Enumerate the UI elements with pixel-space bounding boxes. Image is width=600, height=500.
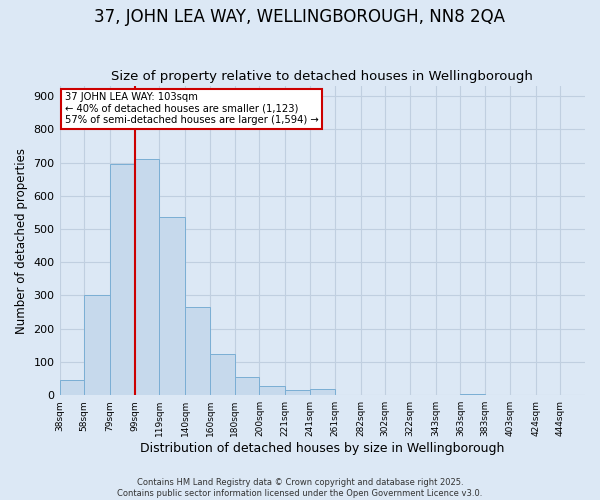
Bar xyxy=(160,218,185,395)
Bar xyxy=(185,307,210,395)
Bar xyxy=(135,159,160,395)
Bar xyxy=(560,394,585,395)
Bar xyxy=(285,390,310,395)
Bar xyxy=(235,377,259,395)
Bar xyxy=(335,394,361,395)
Title: Size of property relative to detached houses in Wellingborough: Size of property relative to detached ho… xyxy=(112,70,533,84)
Bar xyxy=(361,394,385,395)
Bar xyxy=(59,380,84,395)
Bar xyxy=(536,394,560,395)
X-axis label: Distribution of detached houses by size in Wellingborough: Distribution of detached houses by size … xyxy=(140,442,505,455)
Text: Contains HM Land Registry data © Crown copyright and database right 2025.
Contai: Contains HM Land Registry data © Crown c… xyxy=(118,478,482,498)
Bar xyxy=(84,296,110,395)
Bar xyxy=(110,164,135,395)
Bar xyxy=(310,389,335,395)
Bar xyxy=(460,394,485,395)
Text: 37, JOHN LEA WAY, WELLINGBOROUGH, NN8 2QA: 37, JOHN LEA WAY, WELLINGBOROUGH, NN8 2Q… xyxy=(95,8,505,26)
Y-axis label: Number of detached properties: Number of detached properties xyxy=(15,148,28,334)
Text: 37 JOHN LEA WAY: 103sqm
← 40% of detached houses are smaller (1,123)
57% of semi: 37 JOHN LEA WAY: 103sqm ← 40% of detache… xyxy=(65,92,319,126)
Bar xyxy=(259,386,285,395)
Bar xyxy=(210,354,235,395)
